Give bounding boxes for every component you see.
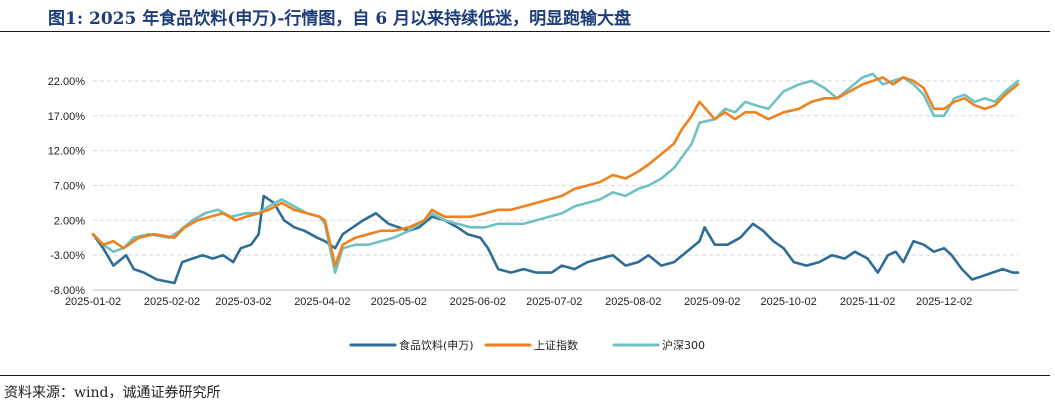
x-tick-label: 2025-03-02 — [215, 296, 271, 308]
figure-header: 图1: 2025 年食品饮料(申万)-行情图，自 6 月以来持续低迷，明显跑输大… — [0, 0, 1055, 34]
legend-label: 沪深300 — [662, 338, 705, 352]
series-line-2 — [91, 72, 1020, 274]
x-tick-label: 2025-05-02 — [371, 296, 427, 308]
y-tick-label: 22.00% — [48, 76, 86, 88]
axes: 22.00% 17.00% 12.00% 7.00% 2.00% -3.00% -8.00%… — [48, 76, 1018, 308]
x-tick-label: 2025-04-02 — [294, 296, 350, 308]
series-line-1 — [91, 76, 1020, 267]
grid-lines — [93, 80, 1018, 291]
y-tick-label: 17.00% — [48, 111, 86, 123]
x-tick-label: 2025-09-02 — [684, 296, 740, 308]
y-tick-label: 2.00% — [54, 215, 85, 227]
x-tick-label: 2025-02-02 — [144, 296, 200, 308]
x-tick-label: 2025-12-02 — [916, 296, 972, 308]
series-lines — [91, 72, 1020, 285]
title-divider — [0, 31, 1050, 32]
x-tick-label: 2025-10-02 — [761, 296, 817, 308]
figure-title: 图1: 2025 年食品饮料(申万)-行情图，自 6 月以来持续低迷，明显跑输大… — [48, 9, 632, 29]
footer-divider — [0, 375, 1050, 376]
series-line-0 — [91, 194, 1020, 285]
legend-label: 上证指数 — [534, 338, 578, 352]
source-note: 资料来源：wind，诚通证券研究所 — [4, 385, 221, 401]
x-tick-label: 2025-01-02 — [65, 296, 121, 308]
y-tick-label: -3.00% — [50, 250, 85, 262]
legend: 食品饮料(申万) 上证指数 沪深300 — [349, 338, 705, 352]
x-tick-label: 2025-06-02 — [450, 296, 506, 308]
x-tick-label: 2025-07-02 — [526, 296, 582, 308]
y-tick-label: -8.00% — [50, 285, 85, 297]
x-tick-label: 2025-11-02 — [840, 296, 895, 308]
y-tick-label: 7.00% — [54, 180, 85, 192]
x-tick-label: 2025-08-02 — [605, 296, 661, 308]
y-tick-label: 12.00% — [48, 146, 86, 158]
line-chart: 22.00% 17.00% 12.00% 7.00% 2.00% -3.00% -8.00%… — [48, 72, 1020, 352]
legend-label: 食品饮料(申万) — [399, 338, 474, 352]
